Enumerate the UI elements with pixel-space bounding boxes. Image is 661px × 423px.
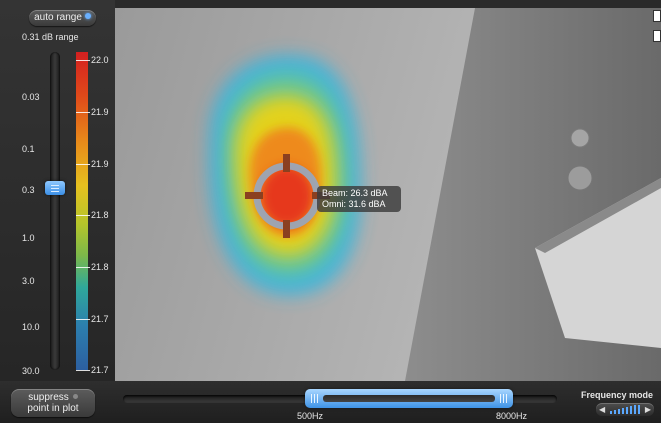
panel-edge <box>535 178 661 253</box>
colorbar-tick <box>76 112 90 113</box>
scale-label: 3.0 <box>22 276 35 286</box>
level-tooltip: Beam: 26.3 dBA Omni: 31.6 dBA <box>317 186 401 212</box>
grip-icon[interactable] <box>500 394 507 403</box>
ceiling-panel <box>535 178 661 348</box>
colorbar-tick <box>76 164 90 165</box>
beam-level: Beam: 26.3 dBA <box>322 188 388 198</box>
colorbar-label: 21.8 <box>91 262 109 272</box>
bookmark-icon[interactable] <box>653 30 661 42</box>
left-control-panel: auto range 0.31 dB range 0.03 0.1 0.3 1.… <box>0 0 115 381</box>
arrow-right-icon[interactable]: ▶ <box>644 405 651 414</box>
auto-range-button[interactable]: auto range <box>29 10 96 26</box>
acoustic-plot-view[interactable]: Beam: 26.3 dBA Omni: 31.6 dBA <box>115 8 661 381</box>
plot-scene <box>209 8 661 381</box>
auto-range-indicator-icon <box>84 13 91 19</box>
colorbar <box>76 52 88 370</box>
colorbar-label: 21.8 <box>91 210 109 220</box>
suppress-point-button[interactable]: suppress point in plot <box>11 389 95 417</box>
colorbar-tick <box>76 60 90 61</box>
suppress-label-1: suppress <box>28 392 69 403</box>
spectrum-bars-icon <box>606 405 644 414</box>
range-readout: 0.31 dB range <box>22 32 79 42</box>
scale-label: 10.0 <box>22 322 40 332</box>
omni-level: Omni: 31.6 dBA <box>322 199 386 209</box>
colorbar-label: 21.7 <box>91 365 109 375</box>
freq-high-label: 8000Hz <box>496 411 528 421</box>
freq-low-label: 500Hz <box>297 411 324 421</box>
wall-fixture <box>570 128 590 148</box>
scale-label: 30.0 <box>22 366 40 376</box>
range-slider-track[interactable] <box>50 52 60 370</box>
wall-fixture <box>567 165 593 191</box>
frequency-mode-label: Frequency mode <box>581 390 654 400</box>
colorbar-tick <box>76 370 90 371</box>
colorbar-label: 21.7 <box>91 314 109 324</box>
colorbar-tick <box>76 267 90 268</box>
frequency-range-handle[interactable] <box>305 389 513 408</box>
grip-icon[interactable] <box>311 394 318 403</box>
range-slider-thumb[interactable] <box>45 181 65 195</box>
arrow-left-icon[interactable]: ◀ <box>599 405 606 414</box>
colorbar-label: 21.9 <box>91 107 109 117</box>
scale-label: 0.03 <box>22 92 40 102</box>
auto-range-label: auto range <box>34 12 82 23</box>
colorbar-label: 21.9 <box>91 159 109 169</box>
colorbar-tick <box>76 319 90 320</box>
colorbar-label: 22.0 <box>91 55 109 65</box>
scale-label: 1.0 <box>22 233 35 243</box>
frequency-range-bar <box>323 395 495 402</box>
scale-label: 0.3 <box>22 185 35 195</box>
scale-label: 0.1 <box>22 144 35 154</box>
frequency-mode-selector[interactable]: ◀ ▶ <box>596 403 654 416</box>
suppress-indicator-icon <box>72 394 78 399</box>
colorbar-tick <box>76 215 90 216</box>
window-icon[interactable] <box>653 10 661 22</box>
sound-heatmap <box>209 55 361 296</box>
suppress-label-2: point in plot <box>27 403 79 414</box>
